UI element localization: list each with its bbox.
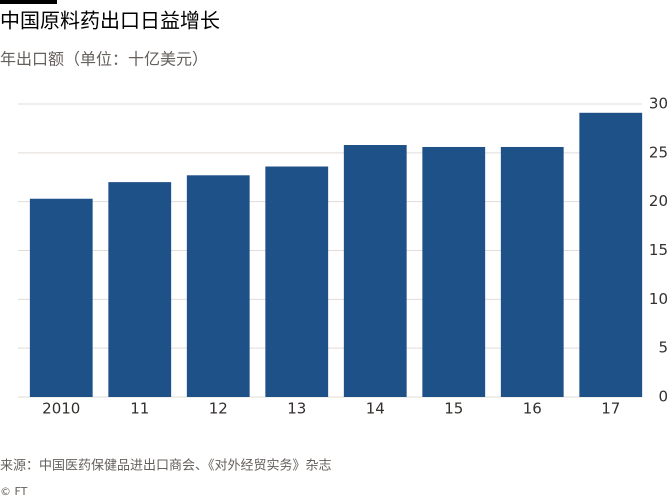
- bar: [500, 146, 564, 397]
- x-tick-label: 2010: [42, 400, 80, 418]
- bar: [186, 175, 250, 397]
- x-tick-label: 14: [366, 400, 385, 418]
- bar: [29, 198, 93, 397]
- bar: [343, 145, 407, 397]
- bar: [108, 182, 172, 397]
- title-rule: [0, 0, 57, 4]
- y-tick-label: 5: [658, 339, 668, 357]
- bar: [579, 112, 643, 397]
- x-tick-label: 12: [209, 400, 228, 418]
- y-tick-label: 20: [649, 192, 668, 210]
- source-note: 来源：中国医药保健品进出口商会、《对外经贸实务》杂志: [0, 458, 332, 474]
- x-tick-label: 11: [130, 400, 149, 418]
- y-tick-label: 10: [649, 290, 668, 308]
- x-tick-label: 15: [444, 400, 463, 418]
- bar: [265, 166, 329, 397]
- y-tick-label: 0: [658, 388, 668, 406]
- chart-title: 中国原料药出口日益增长: [0, 9, 220, 33]
- chart-subtitle: 年出口额（单位：十亿美元）: [0, 50, 208, 69]
- y-tick-label: 30: [649, 95, 668, 113]
- y-tick-label: 25: [649, 143, 668, 161]
- y-tick-label: 15: [649, 241, 668, 259]
- x-tick-label: 13: [287, 400, 306, 418]
- copyright: © FT: [0, 485, 28, 498]
- x-tick-label: 16: [523, 400, 542, 418]
- x-tick-label: 17: [601, 400, 620, 418]
- bar: [422, 146, 486, 397]
